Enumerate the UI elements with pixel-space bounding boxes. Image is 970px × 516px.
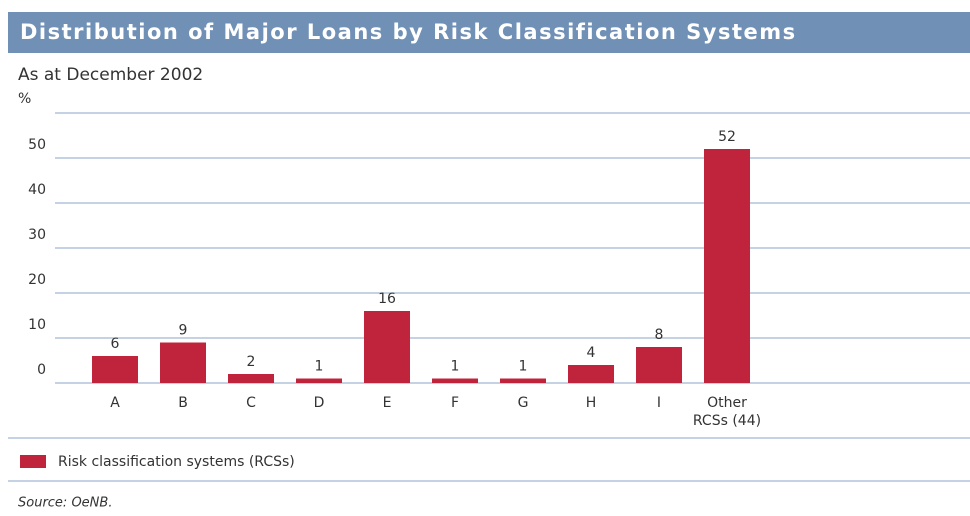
data-label: 4: [587, 345, 596, 361]
y-tick-label: 0: [37, 362, 46, 378]
x-tick-label: G: [518, 395, 529, 411]
data-label: 16: [378, 291, 396, 307]
bar: [296, 378, 342, 383]
bar: [92, 356, 138, 383]
x-tick-label: A: [110, 395, 120, 411]
x-tick-label: Other RCSs (44): [693, 395, 761, 429]
x-tick-label: E: [383, 395, 392, 411]
y-axis-label: %: [18, 91, 31, 107]
y-tick-label: 30: [28, 227, 46, 243]
chart-subtitle: As at December 2002: [18, 65, 203, 85]
bar: [500, 378, 546, 383]
x-tick-label: B: [178, 395, 188, 411]
y-tick-label: 50: [28, 137, 46, 153]
data-label: 9: [179, 323, 188, 339]
bar: [704, 149, 750, 383]
bar: [228, 374, 274, 383]
x-tick-label: H: [586, 395, 597, 411]
bar: [432, 378, 478, 383]
data-label: 1: [519, 359, 528, 375]
y-tick-label: 40: [28, 182, 46, 198]
legend-label: Risk classification systems (RCSs): [58, 454, 295, 470]
y-tick-label: 20: [28, 272, 46, 288]
bar: [160, 342, 206, 383]
chart-title: Distribution of Major Loans by Risk Clas…: [20, 20, 797, 44]
data-label: 52: [718, 129, 736, 145]
x-tick-label: F: [451, 395, 459, 411]
bar: [568, 365, 614, 383]
bar: [636, 347, 682, 383]
data-label: 6: [111, 336, 120, 352]
x-tick-label: C: [246, 395, 256, 411]
data-label: 2: [247, 354, 256, 370]
bar: [364, 311, 410, 383]
y-tick-label: 10: [28, 317, 46, 333]
x-tick-label: I: [657, 395, 661, 411]
x-tick-label: D: [314, 395, 325, 411]
legend-swatch: [20, 455, 46, 468]
data-label: 8: [655, 327, 664, 343]
data-label: 1: [451, 359, 460, 375]
data-label: 1: [315, 359, 324, 375]
source-note: Source: OeNB.: [18, 496, 112, 511]
title-bar: [8, 12, 970, 53]
